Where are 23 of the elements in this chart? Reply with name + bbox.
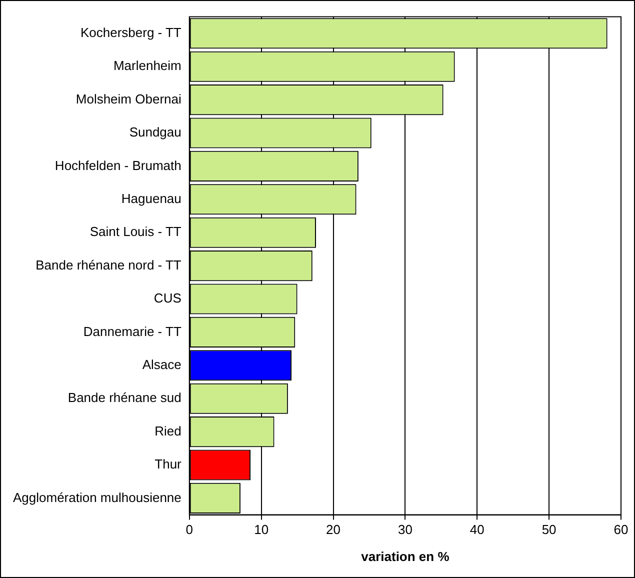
- y-tick-label: CUS: [154, 290, 182, 306]
- x-tick-label: 10: [254, 522, 269, 538]
- y-tick-label: Dannemarie - TT: [83, 324, 182, 339]
- y-tick-label: Alsace: [142, 356, 182, 372]
- y-tick-label: Haguenau: [121, 190, 182, 206]
- x-tick-label: 40: [470, 522, 484, 538]
- x-tick-label: 50: [542, 522, 556, 538]
- y-tick-label: Bande rhénane nord - TT: [36, 257, 182, 272]
- y-tick-label: Sundgau: [129, 124, 182, 140]
- y-tick-label: Agglomération mulhousienne: [12, 490, 182, 505]
- x-axis-title: variation en %: [361, 548, 450, 564]
- x-tick-label: 30: [398, 522, 412, 538]
- y-tick-label: Ried: [154, 423, 182, 438]
- y-tick-label: Thur: [154, 456, 182, 472]
- y-tick-label: Kochersberg - TT: [80, 24, 182, 40]
- y-tick-label: Molsheim Obernai: [76, 91, 182, 106]
- y-tick-label: Bande rhénane sud: [68, 390, 182, 406]
- y-tick-label: Saint Louis - TT: [90, 224, 182, 240]
- y-tick-label: Marlenheim: [113, 58, 182, 74]
- y-tick-label: Hochfelden - Brumath: [54, 158, 182, 173]
- x-tick-label: 20: [326, 522, 340, 538]
- x-tick-label: 60: [614, 522, 628, 538]
- x-tick-label: 0: [186, 522, 193, 538]
